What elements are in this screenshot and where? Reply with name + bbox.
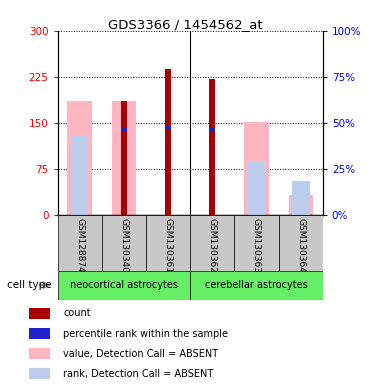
Bar bbox=[279, 215, 323, 271]
Bar bbox=[289, 195, 313, 215]
Text: GSM130340: GSM130340 bbox=[119, 218, 128, 273]
Bar bbox=[146, 215, 190, 271]
Bar bbox=[209, 79, 215, 215]
Bar bbox=[112, 101, 136, 215]
Bar bbox=[190, 271, 323, 300]
Text: rank, Detection Call = ABSENT: rank, Detection Call = ABSENT bbox=[63, 369, 214, 379]
Bar bbox=[71, 135, 88, 215]
Bar bbox=[58, 271, 190, 300]
Text: GSM130361: GSM130361 bbox=[164, 218, 173, 273]
Bar bbox=[209, 128, 215, 132]
Bar bbox=[121, 101, 127, 215]
Text: percentile rank within the sample: percentile rank within the sample bbox=[63, 329, 229, 339]
Bar bbox=[29, 348, 50, 359]
Bar bbox=[102, 215, 146, 271]
Bar bbox=[165, 70, 171, 215]
Text: GSM130363: GSM130363 bbox=[252, 218, 261, 273]
Text: GDS3366 / 1454562_at: GDS3366 / 1454562_at bbox=[108, 18, 263, 31]
Bar bbox=[244, 122, 269, 215]
Text: GSM128874: GSM128874 bbox=[75, 218, 84, 273]
Bar bbox=[190, 215, 234, 271]
Text: cell type: cell type bbox=[7, 280, 52, 290]
Text: GSM130364: GSM130364 bbox=[296, 218, 305, 273]
Bar bbox=[121, 128, 127, 132]
Bar bbox=[29, 368, 50, 379]
Text: count: count bbox=[63, 308, 91, 318]
Bar bbox=[247, 161, 265, 215]
Text: value, Detection Call = ABSENT: value, Detection Call = ABSENT bbox=[63, 349, 219, 359]
Text: cerebellar astrocytes: cerebellar astrocytes bbox=[205, 280, 308, 290]
Bar bbox=[68, 101, 92, 215]
Bar bbox=[58, 215, 102, 271]
Bar bbox=[234, 215, 279, 271]
Text: neocortical astrocytes: neocortical astrocytes bbox=[70, 280, 178, 290]
Bar bbox=[292, 181, 309, 215]
Bar bbox=[29, 328, 50, 339]
Text: GSM130362: GSM130362 bbox=[208, 218, 217, 273]
Bar bbox=[29, 308, 50, 319]
Bar bbox=[165, 125, 171, 129]
